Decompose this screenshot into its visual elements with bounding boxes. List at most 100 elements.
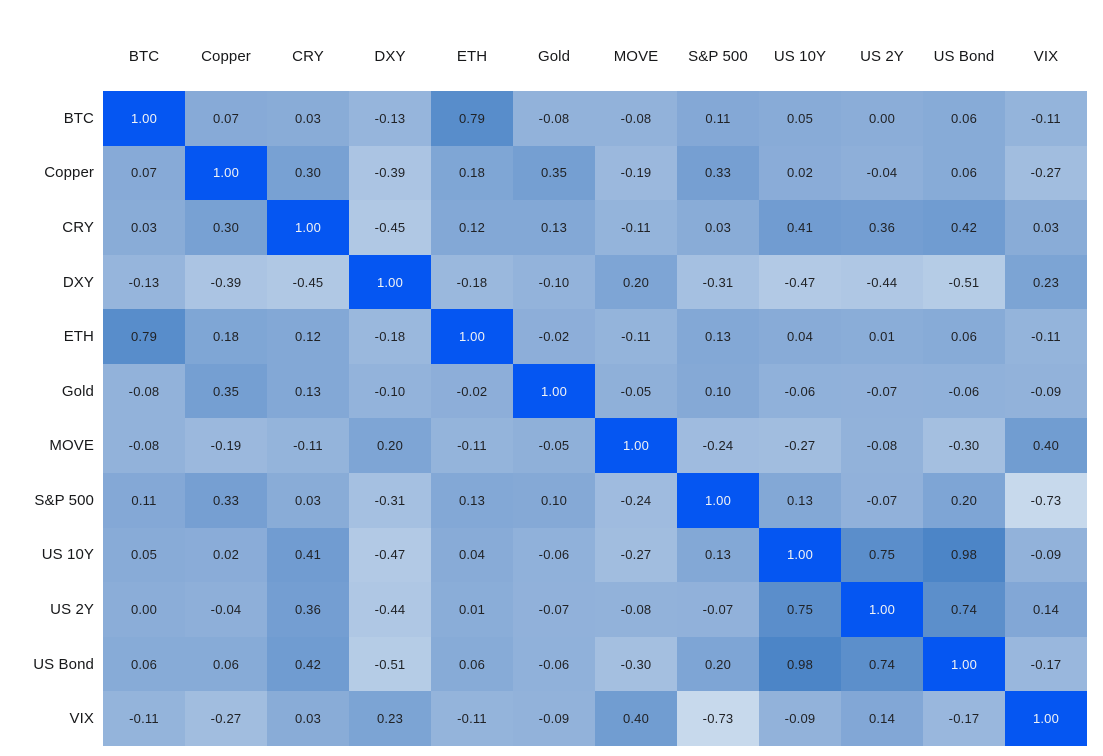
matrix-cell: -0.45 [267, 254, 349, 310]
matrix-cell: 0.13 [677, 527, 759, 583]
matrix-cell: 0.11 [677, 91, 759, 146]
matrix-cell: -0.47 [349, 527, 431, 583]
matrix-cell: 0.42 [923, 200, 1005, 255]
matrix-cell: -0.24 [677, 418, 759, 474]
matrix-cell: -0.45 [349, 200, 431, 255]
matrix-cell: -0.30 [923, 418, 1005, 474]
matrix-cell: 0.03 [1005, 200, 1087, 255]
matrix-cell: 0.40 [595, 691, 677, 746]
matrix-cell: 0.23 [1005, 254, 1087, 310]
matrix-cell: -0.11 [1005, 309, 1087, 364]
column-header: DXY [374, 48, 406, 65]
matrix-cell-diagonal: 1.00 [1005, 691, 1087, 746]
matrix-cell: -0.11 [267, 418, 349, 474]
column-header: US Bond [933, 48, 995, 65]
matrix-cell: 0.00 [103, 582, 185, 637]
column-header: US 10Y [773, 48, 827, 65]
matrix-cell: 0.13 [431, 473, 513, 528]
matrix-cell: -0.11 [595, 309, 677, 364]
matrix-cell: 0.75 [759, 582, 841, 637]
matrix-cell: 0.36 [267, 582, 349, 637]
matrix-cell: 0.35 [513, 145, 595, 201]
matrix-cell: 0.41 [267, 527, 349, 583]
matrix-cell: -0.05 [595, 363, 677, 419]
matrix-cell: 0.06 [923, 145, 1005, 201]
matrix-cell: 0.10 [513, 473, 595, 528]
matrix-cell: 0.41 [759, 200, 841, 255]
matrix-cell: 0.79 [103, 309, 185, 364]
matrix-cell-diagonal: 1.00 [349, 254, 431, 310]
matrix-cell: 0.03 [103, 200, 185, 255]
row-label: US 2Y [50, 600, 94, 618]
matrix-cell: -0.19 [595, 145, 677, 201]
matrix-cell: 0.07 [185, 91, 267, 146]
matrix-cell: -0.13 [103, 254, 185, 310]
matrix-cell: -0.06 [513, 527, 595, 583]
matrix-cell: 0.13 [759, 473, 841, 528]
matrix-cell: 0.05 [759, 91, 841, 146]
matrix-cell: 0.01 [431, 582, 513, 637]
matrix-cell: 0.74 [841, 636, 923, 692]
matrix-cell: 0.20 [677, 636, 759, 692]
matrix-cell: -0.08 [595, 582, 677, 637]
matrix-cell: -0.19 [185, 418, 267, 474]
matrix-cell: 0.01 [841, 309, 923, 364]
matrix-cell: -0.73 [1005, 473, 1087, 528]
matrix-cell: -0.07 [841, 363, 923, 419]
matrix-cell: 0.23 [349, 691, 431, 746]
matrix-cell: -0.11 [1005, 91, 1087, 146]
matrix-cell: 0.05 [103, 527, 185, 583]
matrix-cell: -0.09 [759, 691, 841, 746]
matrix-cell-diagonal: 1.00 [923, 636, 1005, 692]
matrix-cell: 0.10 [677, 363, 759, 419]
column-header: Copper [201, 48, 251, 65]
matrix-cell: 0.20 [923, 473, 1005, 528]
matrix-cell-diagonal: 1.00 [759, 527, 841, 583]
matrix-cell: -0.07 [513, 582, 595, 637]
matrix-cell: -0.07 [677, 582, 759, 637]
matrix-cell: 0.13 [267, 363, 349, 419]
matrix-cell: 0.33 [185, 473, 267, 528]
matrix-cell-diagonal: 1.00 [677, 473, 759, 528]
matrix-cell: -0.07 [841, 473, 923, 528]
matrix-cell: -0.06 [923, 363, 1005, 419]
matrix-cell: 0.06 [185, 636, 267, 692]
row-label: US 10Y [41, 546, 94, 564]
row-label: MOVE [49, 437, 94, 455]
matrix-cell: -0.05 [513, 418, 595, 474]
matrix-cell: 0.12 [267, 309, 349, 364]
matrix-cell: -0.08 [595, 91, 677, 146]
matrix-cell: -0.08 [103, 418, 185, 474]
column-header: VIX [1033, 48, 1059, 65]
row-label: US Bond [33, 655, 94, 673]
matrix-cell: -0.27 [185, 691, 267, 746]
matrix-cell: 0.06 [923, 91, 1005, 146]
matrix-cell: 0.02 [185, 527, 267, 583]
matrix-cell: -0.27 [759, 418, 841, 474]
matrix-cell: 0.06 [103, 636, 185, 692]
matrix-cell: 0.03 [677, 200, 759, 255]
matrix-cell: 0.07 [103, 145, 185, 201]
matrix-cell: -0.11 [431, 418, 513, 474]
matrix-cell: 0.18 [185, 309, 267, 364]
matrix-cell: 0.98 [923, 527, 1005, 583]
row-label: Gold [61, 382, 94, 400]
matrix-cell: 0.30 [267, 145, 349, 201]
matrix-cell: 0.03 [267, 691, 349, 746]
matrix-cell: 0.20 [349, 418, 431, 474]
matrix-cell-diagonal: 1.00 [513, 363, 595, 419]
matrix-cell: -0.39 [349, 145, 431, 201]
matrix-cell: 0.11 [103, 473, 185, 528]
matrix-cell: 0.35 [185, 363, 267, 419]
matrix-cell: -0.09 [513, 691, 595, 746]
matrix-cell: -0.44 [841, 254, 923, 310]
matrix-cell: -0.51 [349, 636, 431, 692]
matrix-cell: 0.14 [841, 691, 923, 746]
row-label: DXY [62, 273, 94, 291]
matrix-cell: -0.18 [349, 309, 431, 364]
matrix-cell: -0.09 [1005, 363, 1087, 419]
matrix-cell: -0.24 [595, 473, 677, 528]
matrix-cell: 0.20 [595, 254, 677, 310]
matrix-cell: -0.02 [513, 309, 595, 364]
matrix-cell: -0.08 [103, 363, 185, 419]
